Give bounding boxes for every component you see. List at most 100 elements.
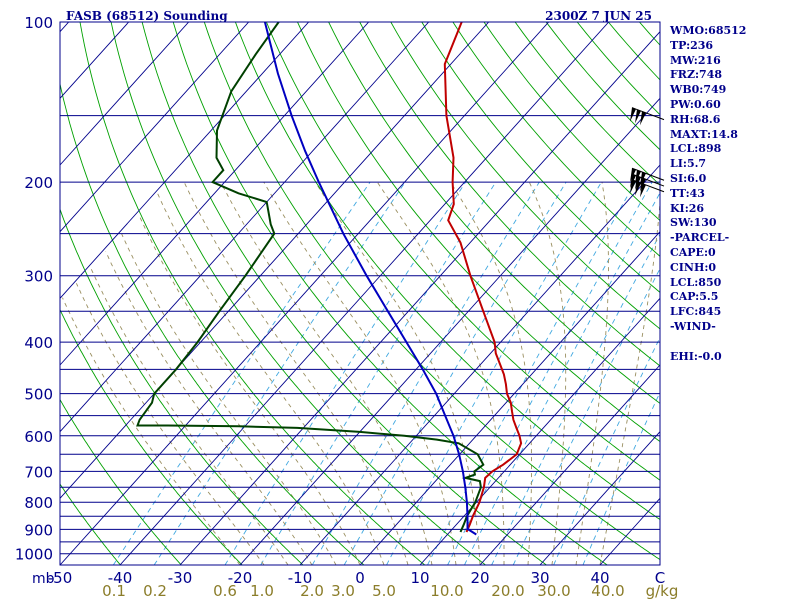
- index-item: WMO:68512: [670, 24, 747, 37]
- temperature-tick-label: 30: [530, 569, 549, 587]
- dry-adiabat-line: [110, 22, 486, 565]
- dry-adiabat-line: [79, 22, 425, 565]
- isotherm-line: [60, 22, 310, 300]
- isotherm-line: [60, 22, 430, 433]
- index-item: RH:68.6: [670, 112, 721, 126]
- mixing-ratio-unit-label: g/kg: [646, 582, 679, 600]
- mixing-ratio-tick-label: 40.0: [591, 582, 624, 600]
- index-item: SW:130: [670, 216, 717, 230]
- moist-adiabat-line: [599, 198, 660, 565]
- index-item: LCL:898: [670, 142, 722, 156]
- temperature-tick-label: 10: [410, 569, 429, 587]
- dry-adiabat-line: [141, 22, 547, 565]
- wind-barb: [630, 107, 665, 126]
- index-item: LCL:850: [670, 275, 722, 289]
- plot-background: [60, 22, 660, 565]
- pressure-tick-label: 900: [24, 521, 53, 539]
- mixing-ratio-line: [447, 181, 653, 565]
- moist-adiabat-line: [449, 181, 532, 565]
- dry-adiabat-line: [452, 22, 660, 257]
- dry-adiabat-line: [60, 308, 243, 565]
- isotherm-line: [299, 164, 660, 565]
- isotherm-line: [60, 22, 190, 166]
- isotherm-line: [479, 364, 660, 565]
- mixing-ratio-line: [343, 181, 567, 565]
- index-item: SI:6.0: [670, 171, 707, 185]
- pressure-tick-label: 100: [24, 14, 53, 32]
- dry-adiabat-line: [60, 483, 121, 565]
- dry-adiabat-line: [390, 22, 660, 330]
- moist-adiabat-line: [157, 193, 385, 565]
- index-item: TT:43: [670, 186, 705, 200]
- index-item: LFC:845: [670, 305, 722, 319]
- mixing-ratio-line: [260, 181, 497, 565]
- moist-adiabat-line: [183, 181, 409, 565]
- temperature-tick-label: -50: [48, 569, 73, 587]
- index-item: KI:26: [670, 201, 705, 215]
- moist-adiabat-line: [263, 181, 457, 565]
- mixing-ratio-tick-label: 10.0: [430, 582, 463, 600]
- temperature-tick-label: -30: [168, 569, 193, 587]
- mixing-ratio-tick-label: 0.6: [213, 582, 237, 600]
- moist-adiabat-line: [90, 267, 289, 565]
- mixing-ratio-tick-label: 0.1: [102, 582, 126, 600]
- dry-adiabat-line: [328, 22, 660, 404]
- dry-adiabat-line: [359, 22, 660, 367]
- pressure-tick-label: 800: [24, 494, 53, 512]
- isotherm-line: [60, 22, 70, 33]
- mixing-ratio-line: [512, 267, 660, 565]
- pressure-tick-label: 1000: [15, 546, 53, 564]
- isotherm-line: [539, 430, 660, 565]
- temperature-trace: [443, 22, 523, 533]
- index-item: PW:0.60: [670, 97, 721, 111]
- isotherm-line: [239, 97, 660, 565]
- mixing-ratio-line: [386, 181, 602, 565]
- index-item: CAPE:0: [670, 245, 716, 259]
- index-item: -WIND-: [670, 319, 716, 333]
- temperature-tick-label: -20: [228, 569, 253, 587]
- isotherm-line: [60, 22, 490, 500]
- pressure-tick-label: 400: [24, 334, 53, 352]
- wind-barb: [630, 179, 665, 198]
- mixing-ratio-tick-label: 0.2: [143, 582, 167, 600]
- index-item: MAXT:14.8: [670, 127, 738, 141]
- moist-adiabat-line: [528, 181, 567, 565]
- mixing-ratio-tick-label: 20.0: [491, 582, 524, 600]
- isotherm-line: [60, 22, 370, 366]
- isotherm-line: [179, 30, 660, 565]
- mixing-ratio-tick-label: 2.0: [300, 582, 324, 600]
- station-title: FASB (68512) Sounding: [66, 9, 228, 23]
- pressure-unit-label: mb: [32, 571, 55, 587]
- mixing-ratio-tick-label: 3.0: [331, 582, 355, 600]
- index-item: MW:216: [670, 53, 721, 67]
- pressure-tick-label: 200: [24, 174, 53, 192]
- dewpoint-trace: [136, 22, 485, 533]
- isotherms: [60, 22, 660, 565]
- pressure-tick-label: 300: [24, 268, 53, 286]
- pressure-tick-label: 500: [24, 386, 53, 404]
- index-item: FRZ:748: [670, 68, 723, 82]
- temperature-tick-label: 40: [590, 569, 609, 587]
- dry-adiabat-line: [421, 22, 660, 293]
- index-item: -PARCEL-: [670, 231, 730, 245]
- isotherm-line: [60, 22, 250, 233]
- temperature-tick-label: C: [655, 569, 665, 587]
- index-item: EHI:-0.0: [670, 349, 722, 363]
- mixing-ratio-line: [224, 181, 466, 565]
- dry-adiabat-line: [297, 22, 660, 443]
- pressure-tick-label: 700: [24, 463, 53, 481]
- mixing-ratio-line: [112, 181, 371, 565]
- sounding-profiles: [136, 22, 523, 536]
- pressure-tick-label: 600: [24, 428, 53, 446]
- index-item: WB0:749: [670, 83, 727, 97]
- index-item: LI:5.7: [670, 157, 707, 171]
- mixing-ratio-tick-label: 5.0: [372, 582, 396, 600]
- temperature-tick-label: -10: [288, 569, 313, 587]
- temperature-tick-label: 0: [355, 569, 365, 587]
- mixing-ratio-line: [582, 391, 660, 565]
- mixing-ratio-line: [464, 192, 660, 565]
- plot-frame: [59, 21, 661, 566]
- index-item: TP:236: [670, 38, 714, 52]
